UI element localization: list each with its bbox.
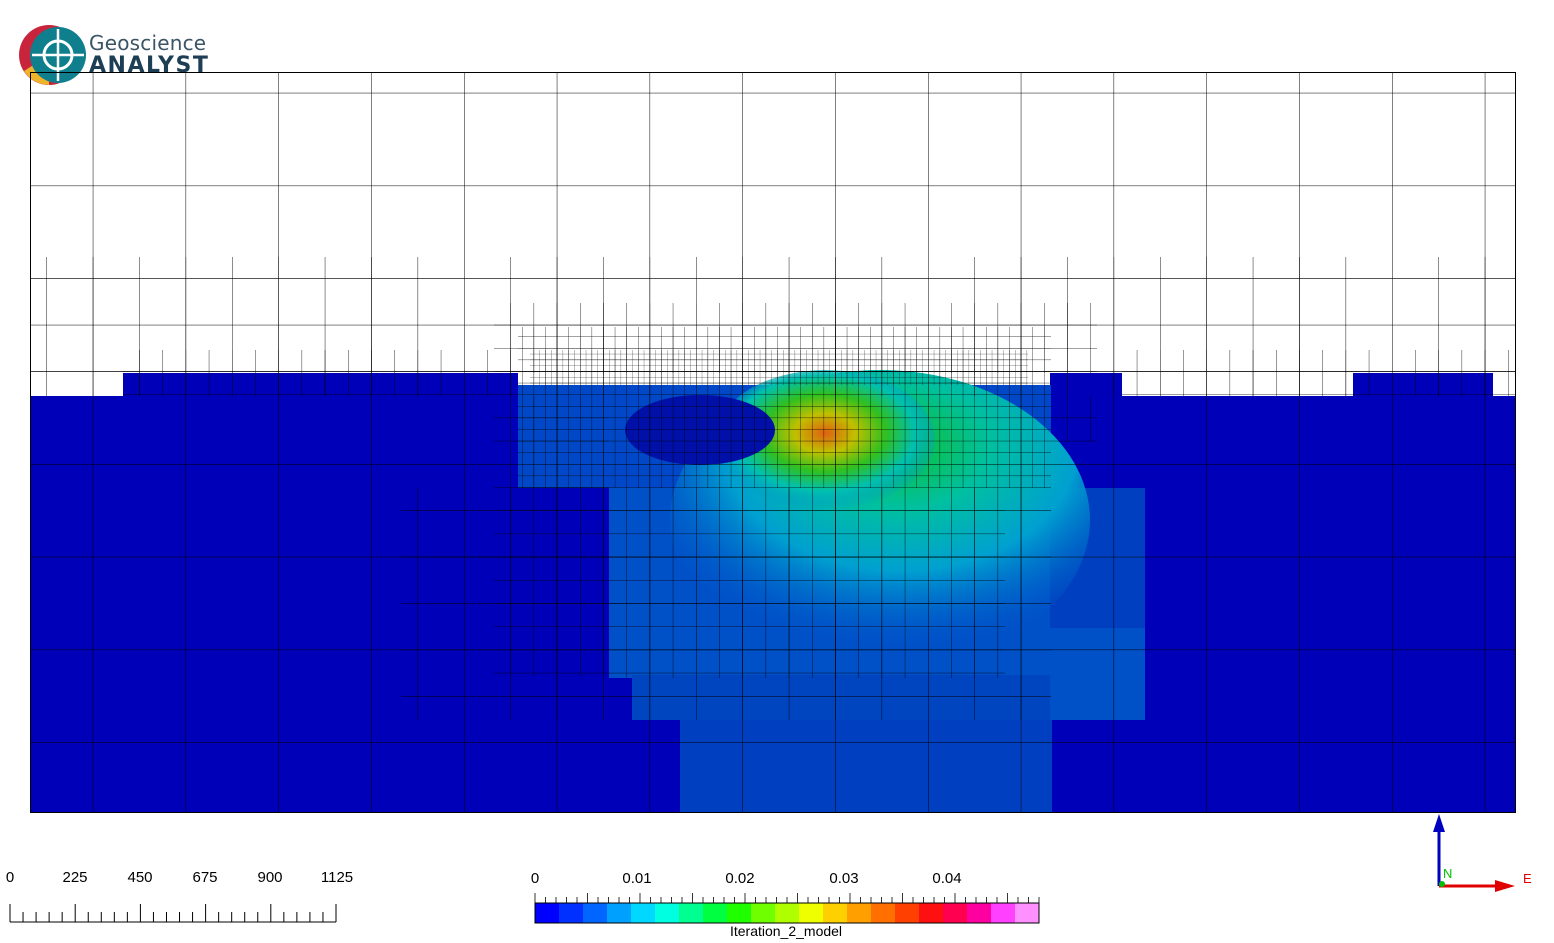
geoscience-analyst-logo [19, 25, 86, 85]
scale-bar: 0 225 450 675 900 1125 [0, 860, 380, 930]
scale-tick-label: 450 [127, 869, 153, 886]
colorbar-swatch [775, 903, 800, 923]
scale-tick-label: 0 [5, 869, 15, 886]
colorbar-swatch [799, 903, 824, 923]
colorbar-swatch [919, 903, 944, 923]
scale-tick-label: 900 [257, 869, 283, 886]
colorbar-tick-label: 0.02 [725, 870, 755, 887]
colorbar-tick-label: 0.01 [622, 870, 652, 887]
colorbar-swatch [943, 903, 968, 923]
colorbar-gradient [534, 893, 1040, 924]
orientation-axes: N E [1425, 808, 1545, 898]
colorbar-swatch [847, 903, 872, 923]
colorbar-swatch [583, 903, 608, 923]
scale-bar-ruler [9, 904, 337, 923]
colorbar-tick-label: 0.04 [932, 870, 962, 887]
scale-tick-label: 1125 [320, 869, 354, 886]
colorbar-swatch [535, 903, 560, 923]
colorbar-swatch [895, 903, 920, 923]
north-label: N [1443, 866, 1453, 881]
colorbar-swatch [1015, 903, 1040, 923]
colorbar-tick-label: 0 [530, 870, 540, 887]
colorbar-swatch [655, 903, 680, 923]
east-label: E [1523, 871, 1532, 886]
colorbar-swatch [559, 903, 584, 923]
colorbar-swatch [679, 903, 704, 923]
colorbar-swatch [991, 903, 1016, 923]
north-axis [1439, 881, 1445, 887]
color-legend: 0 0.01 0.02 0.03 0.04 [520, 860, 1060, 943]
colorbar-tick-label: 0.03 [829, 870, 859, 887]
colorbar-swatch [607, 903, 632, 923]
logo-text-geoscience: Geoscience [89, 31, 207, 55]
colorbar-swatch [727, 903, 752, 923]
colorbar-swatch [871, 903, 896, 923]
colorbar-swatch [631, 903, 656, 923]
colorbar-swatch [703, 903, 728, 923]
colorbar-swatch [967, 903, 992, 923]
scale-tick-label: 675 [192, 869, 218, 886]
colorbar-swatch [823, 903, 848, 923]
colorbar-swatch [751, 903, 776, 923]
colorbar-title: Iteration_2_model [729, 923, 843, 939]
scale-tick-label: 225 [62, 869, 88, 886]
